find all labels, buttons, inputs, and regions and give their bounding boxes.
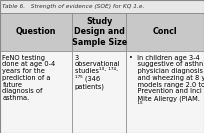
Text: 3
observational
studies¹³· ¹⁷⁴·
¹⁷⁵ (346
patients): 3 observational studies¹³· ¹⁷⁴· ¹⁷⁵ (346… <box>75 55 121 90</box>
Bar <box>72 51 126 133</box>
Text: FeNO testing
done at age 0-4
years for the
prediction of a
future
diagnosis of
a: FeNO testing done at age 0-4 years for t… <box>2 55 56 101</box>
Bar <box>0 0 204 13</box>
Text: Concl: Concl <box>153 27 177 36</box>
Text: Question: Question <box>16 27 57 36</box>
Bar <box>72 13 126 51</box>
Text: •  In children age 3-4
    suggestive of asthn
    physician diagnosis
    and w: • In children age 3-4 suggestive of asth… <box>129 55 204 108</box>
Text: Study
Design and
Sample Size: Study Design and Sample Size <box>72 17 127 47</box>
Bar <box>0 13 72 51</box>
Bar <box>0 51 72 133</box>
Text: Table 6.   Strength of evidence (SOE) for KQ 1.e.: Table 6. Strength of evidence (SOE) for … <box>2 4 144 9</box>
Bar <box>126 13 204 51</box>
Bar <box>126 51 204 133</box>
